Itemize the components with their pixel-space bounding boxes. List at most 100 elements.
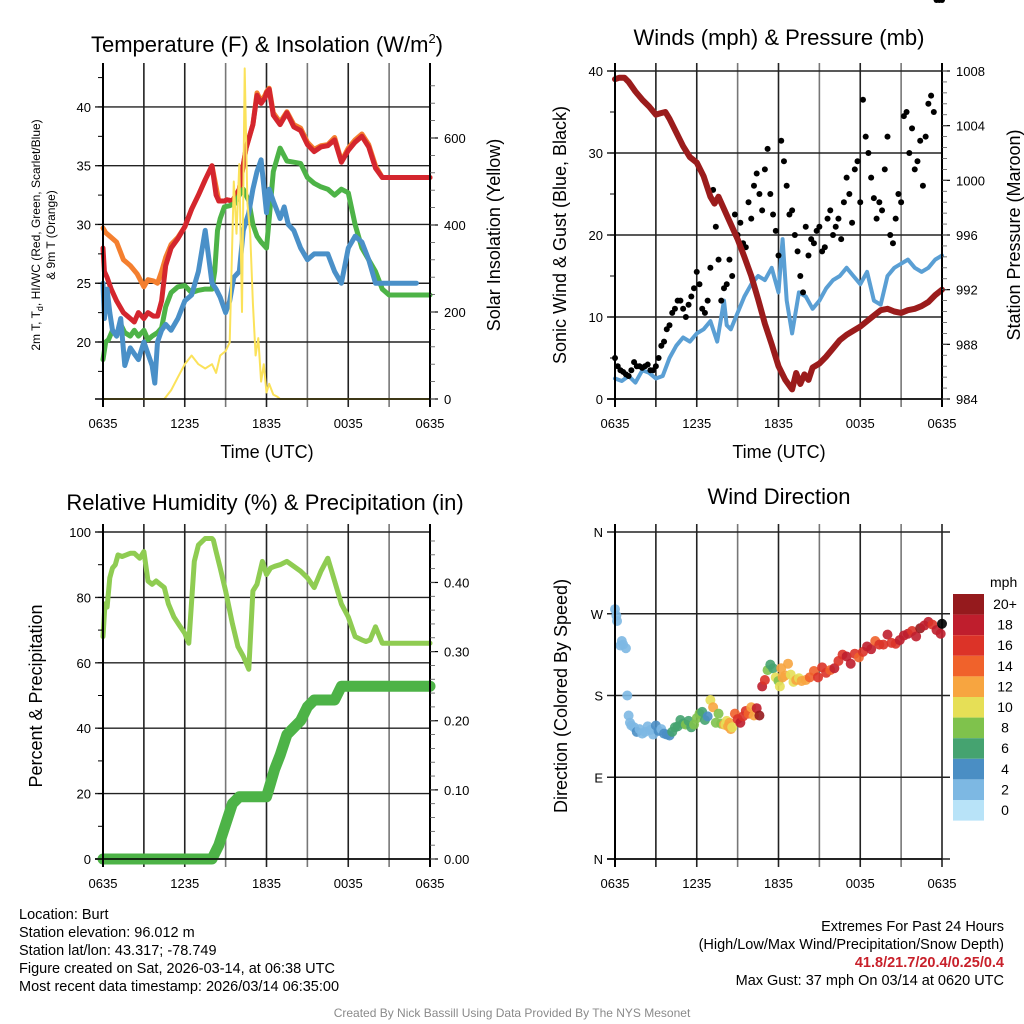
station-pressure-line (612, 74, 945, 393)
gust-point (794, 248, 801, 255)
gust-point (881, 166, 888, 173)
gust-point (655, 355, 662, 361)
gust-point (661, 338, 668, 345)
temperature-grid (95, 63, 431, 407)
y-tick-label: 30 (589, 146, 603, 161)
y-tick-label: 20 (77, 787, 91, 802)
gust-point (693, 268, 700, 275)
gust-point (919, 182, 926, 189)
gust-point (731, 211, 738, 218)
gust-point (865, 150, 872, 156)
y-tick-label: 40 (77, 721, 91, 736)
gust-point (748, 215, 755, 222)
wind-direction-point (702, 711, 713, 722)
y2-tick-label: 0.20 (444, 714, 469, 729)
gust-point (691, 285, 698, 292)
wind-direction-grid (607, 524, 950, 867)
colorbar-swatch (953, 655, 984, 677)
y2-tick-label: 0.00 (444, 852, 469, 867)
gust-point (832, 223, 839, 230)
gust-point (745, 199, 752, 206)
y2-tick-label: 988 (956, 337, 978, 352)
colorbar-label: 14 (997, 658, 1013, 674)
y2-tick-label: 0.10 (444, 783, 469, 798)
rh-precip-axes: 0 20 40 60 80 100 0.00 0.10 0.20 0.30 0.40 0635 1235… (69, 524, 469, 891)
y-tick-label: 30 (77, 217, 91, 232)
solar-insolation-line (102, 67, 431, 400)
station-info: Location: Burt Station elevation: 96.012… (19, 906, 339, 996)
colorbar-title: mph (990, 574, 1017, 590)
station-elevation: Station elevation: 96.012 m (19, 925, 195, 941)
gust-point (810, 240, 817, 247)
temperature-chart-title: Temperature (F) & Insolation (W/m2) (91, 31, 443, 57)
y-tick-label: 20 (77, 335, 91, 350)
y-tick-label: 0 (84, 852, 91, 867)
colorbar-label: 8 (1001, 720, 1009, 736)
y2-tick-label: 1004 (956, 119, 985, 134)
y2-tick-label: 0.40 (444, 575, 469, 590)
y2-tick-label: 400 (444, 218, 466, 233)
gust-point (707, 264, 714, 271)
x-tick-label: 1835 (764, 876, 793, 891)
y2-tick-label: 600 (444, 131, 466, 146)
temperature-series (100, 67, 433, 400)
wind-direction-y-axis-label: Direction (Colored By Speed) (551, 579, 571, 813)
gust-point (712, 223, 719, 230)
colorbar-swatch (953, 594, 984, 615)
colorbar-label: 2 (1001, 781, 1009, 797)
colorbar-swatch (953, 717, 984, 739)
gust-point (906, 150, 913, 156)
gust-point (917, 137, 924, 144)
colorbar-swatch (953, 676, 984, 697)
gust-point (715, 256, 722, 263)
gust-point (718, 297, 725, 304)
wind-direction-point (866, 644, 877, 655)
gust-point (857, 199, 864, 206)
wind-direction-point (713, 708, 724, 719)
gust-point (851, 166, 858, 173)
gust-point (873, 215, 880, 222)
gust-point (625, 373, 632, 380)
gust-point (903, 109, 910, 115)
gust-point (854, 158, 861, 165)
gust-point (835, 215, 842, 222)
gust-point (737, 219, 744, 226)
y2-tick-label: 992 (956, 283, 978, 298)
y-tick-label: N (594, 525, 603, 540)
wind-direction-point (774, 681, 785, 692)
y2-tick-label: 996 (956, 228, 978, 243)
extremes-subheading: (High/Low/Max Wind/Precipitation/Snow De… (698, 937, 1004, 953)
x-tick-label: 0035 (334, 416, 363, 431)
extremes-values: 41.8/21.7/20.4/0.25/0.4 (854, 955, 1004, 971)
x-tick-label: 0635 (416, 416, 445, 431)
gust-point (761, 166, 768, 173)
wind-direction-point (878, 639, 889, 650)
gust-point (764, 145, 771, 152)
rh-precip-y-axis-label: Percent & Precipitation (26, 604, 46, 787)
gust-point (791, 232, 798, 238)
colorbar-swatch (953, 614, 984, 636)
x-tick-label: 0635 (928, 876, 957, 891)
y-tick-label: 60 (77, 656, 91, 671)
x-tick-label: 0035 (334, 876, 363, 891)
wind-direction-axes: N E S W N 0635 1235 1835 0035 0635 (591, 524, 957, 891)
gust-point (892, 215, 899, 222)
x-tick-label: 0035 (846, 416, 875, 431)
gust-point (898, 199, 905, 206)
gust-point (840, 199, 847, 206)
gust-point (770, 211, 777, 218)
colorbar-swatch (953, 697, 984, 718)
gust-point (816, 223, 823, 230)
pressure-y-axis-label: Station Pressure (Maroon) (1004, 129, 1024, 340)
wind-direction-point (829, 663, 840, 674)
gust-point (753, 170, 760, 177)
relative-humidity-line (100, 536, 433, 672)
wind-direction-point (759, 675, 770, 686)
hi-wc-line (100, 157, 419, 386)
gust-point (671, 305, 678, 312)
gust-point (685, 301, 692, 308)
wind-direction-point (935, 628, 946, 639)
gust-point (876, 199, 883, 206)
